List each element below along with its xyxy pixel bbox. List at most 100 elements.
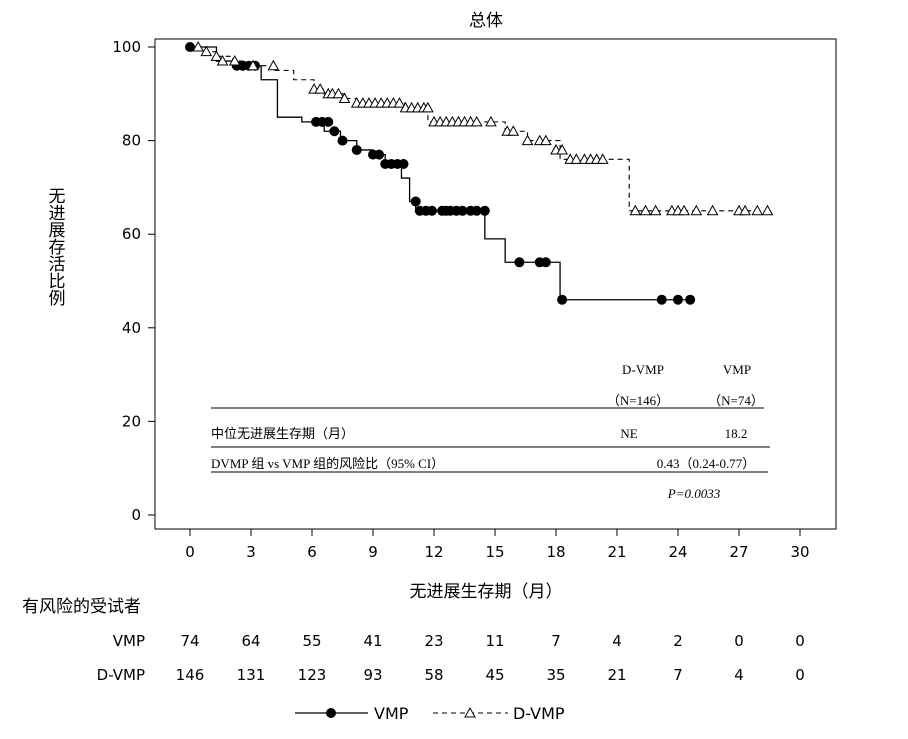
risk-cell: 58 (424, 666, 443, 684)
censor-mark-vmp (337, 135, 348, 146)
y-tick-label: 80 (122, 132, 141, 150)
censor-mark-d-vmp (216, 55, 229, 66)
legend: VMP D-VMP (295, 704, 565, 723)
inset-col-header-vmp: VMP (723, 362, 751, 377)
censor-mark-vmp (374, 149, 385, 160)
y-tick-label: 20 (122, 412, 141, 430)
risk-cell: 0 (795, 666, 805, 684)
censor-mark-vmp (514, 257, 525, 268)
y-tick-label: 0 (131, 506, 141, 524)
inset-row1-value-dvmp: NE (620, 426, 637, 441)
risk-cell: 146 (176, 666, 205, 684)
y-tick-label: 40 (122, 319, 141, 337)
x-tick-label: 12 (424, 543, 443, 561)
censor-mark-d-vmp (393, 97, 406, 108)
censor-mark-d-vmp (678, 204, 690, 216)
series-line-vmp (190, 46, 693, 301)
censor-mark-vmp (457, 205, 468, 216)
legend-marker-vmp (326, 708, 336, 718)
censor-mark-vmp (471, 205, 482, 216)
censor-mark-d-vmp (314, 83, 326, 94)
y-tick-label: 100 (112, 38, 141, 56)
censor-mark-vmp (426, 205, 437, 216)
risk-cell: 2 (673, 632, 683, 650)
censor-mark-d-vmp (507, 125, 520, 136)
x-tick-label: 3 (246, 543, 256, 561)
risk-cell: 123 (298, 666, 327, 684)
censor-mark-d-vmp (761, 204, 774, 216)
censor-mark-d-vmp (539, 134, 552, 146)
censor-mark-vmp (351, 144, 362, 155)
x-tick-label: 21 (607, 543, 626, 561)
risk-cell: 0 (734, 632, 744, 650)
inset-col-header-dvmp: D-VMP (622, 362, 664, 377)
inset-row2-label: DVMP 组 vs VMP 组的风险比（95% CI） (211, 456, 444, 471)
x-tick-label: 15 (485, 543, 504, 561)
censor-mark-d-vmp (639, 204, 652, 216)
censor-mark-d-vmp (556, 143, 568, 155)
risk-table: VMP 74 64 55 41 23 11 7 4 2 0 0D-VMP 146 131 123 93 58 45… (97, 632, 805, 684)
censor-mark-vmp (656, 294, 667, 305)
censor-mark-d-vmp (422, 101, 434, 113)
risk-table-title: 有风险的受试者 (22, 597, 141, 617)
censor-mark-vmp (673, 294, 683, 305)
x-tick-label: 30 (790, 543, 809, 561)
inset-p-value: P=0.0033 (667, 486, 721, 501)
risk-cell: 4 (734, 666, 744, 684)
risk-cell: 45 (485, 666, 504, 684)
risk-row-label: VMP (113, 632, 145, 650)
risk-cell: 131 (237, 666, 266, 684)
inset-n-vmp: （N=74） (708, 393, 764, 408)
censor-mark-d-vmp (485, 115, 497, 127)
censor-mark-d-vmp (629, 204, 642, 216)
legend-label-dvmp: D-VMP (513, 704, 565, 723)
censor-mark-d-vmp (247, 59, 259, 71)
censor-mark-d-vmp (210, 50, 223, 61)
risk-cell: 41 (363, 632, 382, 650)
x-tick-label: 6 (307, 543, 317, 561)
y-tick-label: 60 (122, 225, 141, 243)
censor-mark-d-vmp (570, 153, 583, 164)
censor-mark-d-vmp (751, 204, 764, 216)
x-axis-ticks: 0 3 6 9 12 15 18 21 24 27 30 (185, 529, 810, 561)
censor-mark-d-vmp (596, 153, 609, 164)
inset-row1-label: 中位无进展生存期（月） (211, 427, 354, 442)
x-tick-label: 27 (729, 543, 748, 561)
risk-cell: 0 (795, 632, 805, 650)
inset-summary-table: D-VMP VMP （N=146） （N=74） 中位无进展生存期（月） NE … (211, 362, 770, 501)
censor-mark-vmp (479, 205, 490, 216)
censor-mark-vmp (557, 294, 568, 305)
risk-cell: 4 (612, 632, 622, 650)
x-tick-label: 9 (368, 543, 378, 561)
risk-cell: 23 (424, 632, 443, 650)
series-layer (185, 40, 774, 305)
risk-cell: 21 (607, 666, 626, 684)
censor-mark-d-vmp (267, 59, 280, 71)
risk-cell: 74 (180, 632, 199, 650)
risk-row-label: D-VMP (97, 666, 145, 684)
series-line-d-vmp (190, 46, 768, 212)
chart-title: 总体 (469, 11, 503, 31)
risk-cell: 7 (673, 666, 683, 684)
censor-mark-d-vmp (649, 204, 662, 216)
censor-mark-vmp (410, 196, 421, 207)
censor-mark-d-vmp (690, 204, 703, 216)
legend-label-vmp: VMP (374, 704, 409, 723)
series-d-vmp (190, 40, 774, 216)
censor-mark-vmp (323, 116, 334, 127)
censor-mark-d-vmp (521, 134, 534, 146)
legend-marker-dvmp (464, 706, 476, 718)
censor-mark-d-vmp (470, 115, 483, 127)
censor-mark-d-vmp (332, 87, 345, 99)
y-axis-label: 无进展存活比例 (49, 187, 66, 309)
censor-mark-vmp (398, 159, 409, 169)
x-axis-label: 无进展生存期（月） (410, 582, 563, 602)
censor-mark-d-vmp (200, 45, 213, 57)
risk-cell: 35 (546, 666, 565, 684)
risk-cell: 7 (551, 632, 561, 650)
censor-mark-d-vmp (228, 55, 241, 66)
censor-mark-vmp (685, 294, 696, 305)
censor-mark-d-vmp (192, 40, 204, 52)
inset-row2-value: 0.43（0.24-0.77） (657, 456, 756, 471)
